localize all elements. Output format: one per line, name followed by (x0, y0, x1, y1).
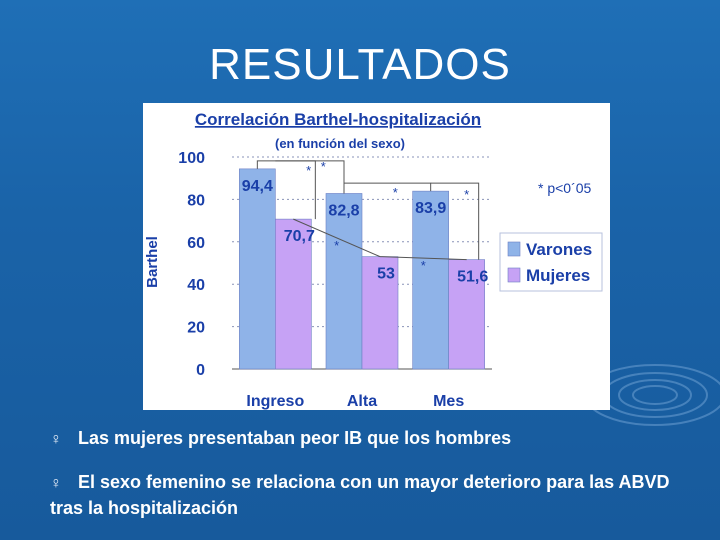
ripple-ring (632, 385, 678, 405)
data-label: 83,9 (415, 200, 446, 217)
significance-star: * (334, 238, 339, 253)
data-label: 70,7 (284, 228, 315, 245)
bar-mujeres (275, 218, 312, 370)
significance-star: * (464, 187, 469, 202)
data-label: 53 (377, 266, 395, 283)
chart-title: Correlación Barthel-hospitalización (195, 110, 481, 129)
y-tick-label: 60 (187, 235, 205, 252)
bullet-text: Las mujeres presentaban peor IB que los … (78, 428, 512, 448)
bar-mujeres (448, 259, 485, 370)
bullet-item: ♀ El sexo femenino se relaciona con un ma… (50, 470, 670, 520)
y-tick-label: 80 (187, 192, 205, 209)
y-tick-label: 40 (187, 277, 205, 294)
legend-label: Mujeres (526, 266, 590, 285)
significance-note: * p<0´05 (538, 180, 592, 196)
x-tick-label: Mes (433, 393, 464, 410)
mujeres-connector (293, 218, 381, 258)
ingreso-connector (275, 160, 316, 220)
y-axis-label: Barthel (144, 236, 161, 288)
chart-subtitle: (en función del sexo) (275, 136, 405, 151)
varones-connector (343, 182, 432, 194)
significance-star: * (306, 163, 311, 178)
ripple-ring (618, 379, 692, 411)
female-symbol-icon: ♀ (50, 475, 62, 492)
y-tick-label: 0 (196, 362, 205, 379)
female-symbol-icon: ♀ (50, 431, 62, 448)
bar-varones (239, 168, 276, 370)
legend-swatch (507, 267, 521, 283)
mujeres-connector (379, 256, 467, 261)
bullet-item: ♀ Las mujeres presentaban peor IB que los… (50, 426, 670, 452)
significance-star: * (421, 258, 426, 273)
y-tick-label: 20 (187, 320, 205, 337)
bar-varones (412, 190, 449, 370)
significance-star: * (393, 185, 398, 200)
x-tick-label: Ingreso (246, 393, 304, 410)
bullet-text: El sexo femenino se relaciona con un may… (50, 472, 670, 518)
data-label: 94,4 (242, 178, 273, 195)
legend-label: Varones (526, 240, 592, 259)
bar-varones (325, 193, 363, 370)
x-tick-label: Alta (347, 393, 377, 410)
slide-title: RESULTADOS (209, 40, 511, 89)
data-label: 51,6 (457, 269, 488, 286)
significance-star: * (321, 159, 326, 174)
bar-mujeres (361, 256, 399, 370)
varones-connector (430, 182, 480, 260)
data-label: 82,8 (328, 202, 359, 219)
legend-swatch (507, 241, 521, 257)
y-tick-label: 100 (178, 150, 205, 167)
